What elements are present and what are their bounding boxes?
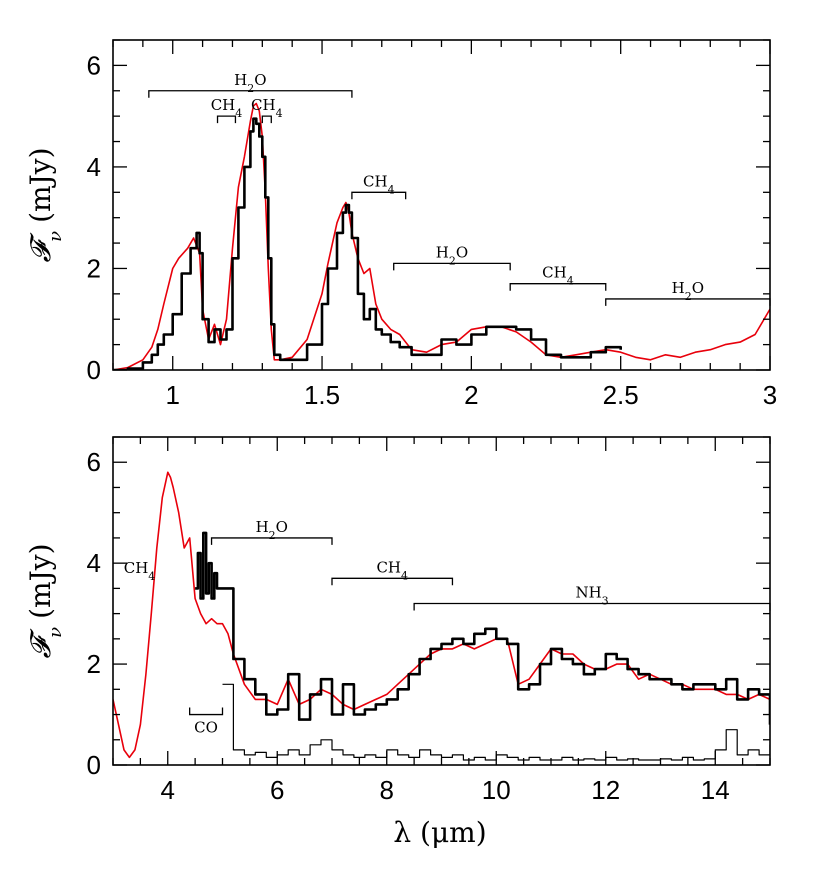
plot-frame — [112, 436, 771, 766]
band-label-ch4: CH4 — [124, 559, 156, 583]
x-tick-label: 10 — [482, 775, 511, 805]
band-label-ch4: CH4 — [363, 172, 395, 196]
x-tick-label: 2.5 — [603, 380, 639, 410]
band-label-h2o: H2O — [234, 71, 266, 95]
band-bracket-h2o — [148, 90, 353, 98]
x-tick-label: 3 — [763, 380, 777, 410]
x-axis-title: λ (μm) — [393, 816, 486, 849]
band-bracket-h2o — [605, 298, 771, 306]
y-tick-label: 0 — [87, 750, 101, 780]
x-tick-label: 1.5 — [304, 380, 340, 410]
y-tick-label: 4 — [87, 152, 101, 182]
y-tick-label: 2 — [87, 649, 101, 679]
x-tick-label: 14 — [701, 775, 730, 805]
series-data — [113, 117, 622, 370]
y-axis-title: 𝓕ν(mJy) — [24, 543, 66, 658]
plot-frame — [112, 39, 771, 371]
band-bracket-ch4 — [331, 577, 454, 586]
series-data — [195, 531, 770, 725]
band-label-ch4: CH4 — [251, 96, 283, 120]
series-noise — [222, 683, 770, 761]
y-tick-label: 6 — [87, 447, 101, 477]
band-label-ch4: CH4 — [542, 264, 574, 288]
series-model — [113, 102, 770, 370]
series-model — [113, 471, 770, 759]
band-bracket-ch4 — [216, 115, 237, 124]
x-tick-label: 2 — [464, 380, 478, 410]
y-tick-label: 0 — [87, 355, 101, 385]
x-tick-label: 12 — [591, 775, 620, 805]
band-bracket-ch4 — [261, 115, 272, 124]
band-label-h2o: H2O — [436, 243, 468, 267]
band-label-nh3: NH3 — [575, 584, 608, 608]
band-label-h2o: H2O — [256, 518, 288, 542]
band-bracket-ch4 — [351, 191, 407, 200]
x-tick-label: 6 — [270, 775, 284, 805]
band-bracket-nh3 — [413, 602, 771, 611]
band-label-ch4: CH4 — [376, 558, 408, 582]
y-tick-label: 6 — [87, 50, 101, 80]
y-tick-label: 2 — [87, 253, 101, 283]
band-label-h2o: H2O — [672, 279, 704, 303]
x-tick-label: 8 — [380, 775, 394, 805]
y-tick-label: 4 — [87, 548, 101, 578]
y-axis-title: 𝓕ν(mJy) — [24, 147, 66, 262]
band-bracket-co — [189, 707, 224, 716]
x-tick-label: 1 — [165, 380, 179, 410]
band-label-co: CO — [194, 719, 218, 737]
band-bracket-h2o — [210, 537, 333, 545]
band-bracket-h2o — [393, 262, 511, 271]
band-bracket-ch4 — [509, 283, 607, 291]
bottom-panel: 4 6 8 10 12 14 0 2 4 6 𝓕ν(mJy) CH4 CO H2O CH4 NH3 — [24, 436, 771, 805]
x-tick-label: 4 — [161, 775, 175, 805]
band-label-ch4: CH4 — [211, 96, 243, 120]
